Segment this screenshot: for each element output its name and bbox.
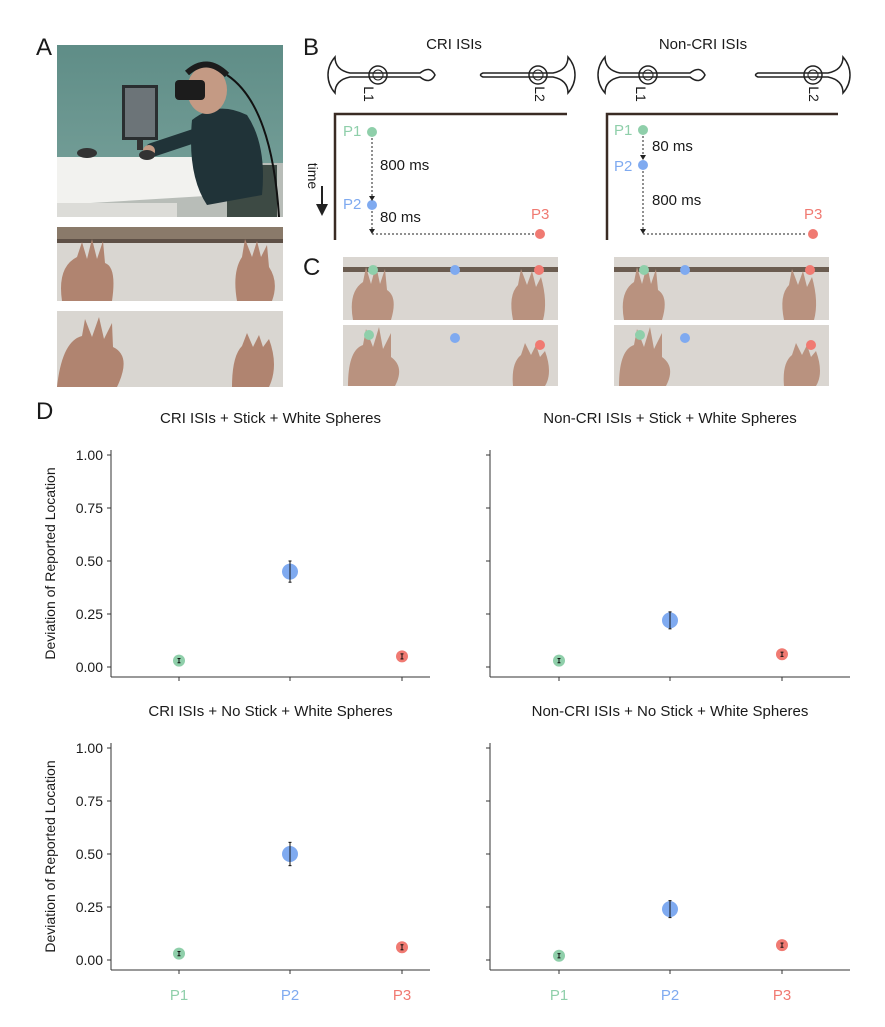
- y-tick-label: 0.75: [76, 500, 103, 516]
- virtual-hands-render-1: [57, 227, 283, 301]
- panel-label-a: A: [36, 34, 53, 61]
- noncri-interval-800: 800 ms: [652, 192, 702, 209]
- controller-l2-icon-2: [754, 55, 851, 95]
- stimulus-frame-cri-nostick: [343, 325, 558, 386]
- cri-p3-label: P3: [531, 206, 550, 223]
- cri-l1-label: L1: [360, 86, 377, 102]
- noncri-l1-label: L1: [632, 86, 649, 102]
- x-tick-label: P2: [661, 987, 679, 1004]
- noncri-p2-label: P2: [614, 158, 633, 175]
- stimulus-frame-noncri-nostick: [614, 325, 829, 386]
- vr-participant-photo: [57, 45, 283, 217]
- noncri-l2-label: L2: [805, 86, 822, 102]
- stimulus-frame-noncri-stick: [614, 257, 829, 320]
- cri-p1-label: P1: [343, 123, 362, 140]
- x-tick-label: P1: [550, 987, 568, 1004]
- y-tick-label: 0.25: [76, 606, 103, 622]
- cri-interval-80: 80 ms: [380, 209, 421, 226]
- y-tick-label: 0.25: [76, 899, 103, 915]
- panel-label-d: D: [36, 398, 54, 425]
- noncri-p3-label: P3: [804, 206, 823, 223]
- cri-l2-label: L2: [531, 86, 548, 102]
- x-tick-label: P2: [281, 987, 299, 1004]
- timing-schematic: [316, 55, 851, 240]
- cri-p2-label: P2: [343, 196, 362, 213]
- y-tick-label: 0.50: [76, 846, 103, 862]
- time-label: time: [305, 162, 322, 190]
- x-tick-label: P1: [170, 987, 188, 1004]
- noncri-p1-label: P1: [614, 122, 633, 139]
- x-tick-label: P3: [773, 987, 791, 1004]
- controller-l2-icon: [479, 55, 576, 95]
- controller-l1-icon: [327, 55, 436, 95]
- y-tick-label: 0.00: [76, 659, 103, 675]
- y-tick-label: 0.50: [76, 553, 103, 569]
- y-tick-label: 0.75: [76, 793, 103, 809]
- y-tick-label: 1.00: [76, 740, 103, 756]
- y-axis-label: Deviation of Reported Location: [42, 467, 58, 659]
- panel-label-b: B: [303, 34, 320, 61]
- deviation-charts: CRI ISIs + Stick + White Spheres 0.00 0.25…: [42, 410, 850, 1004]
- chart-title: Non-CRI ISIs + Stick + White Spheres: [543, 410, 796, 427]
- noncri-isi-title: Non-CRI ISIs: [658, 36, 748, 53]
- panel-label-c: C: [303, 254, 321, 281]
- controller-l1-icon-2: [597, 55, 706, 95]
- noncri-interval-80: 80 ms: [652, 138, 693, 155]
- chart-title: Non-CRI ISIs + No Stick + White Spheres: [532, 703, 809, 720]
- y-tick-label: 1.00: [76, 447, 103, 463]
- cri-interval-800: 800 ms: [380, 157, 430, 174]
- y-tick-label: 0.00: [76, 952, 103, 968]
- chart-title: CRI ISIs + No Stick + White Spheres: [148, 703, 392, 720]
- virtual-hands-render-2: [57, 311, 283, 387]
- x-tick-label: P3: [393, 987, 411, 1004]
- cri-isi-title: CRI ISIs: [426, 36, 482, 53]
- chart-title: CRI ISIs + Stick + White Spheres: [160, 410, 381, 427]
- stimulus-frame-cri-stick: [343, 257, 558, 320]
- y-axis-label: Deviation of Reported Location: [42, 760, 58, 952]
